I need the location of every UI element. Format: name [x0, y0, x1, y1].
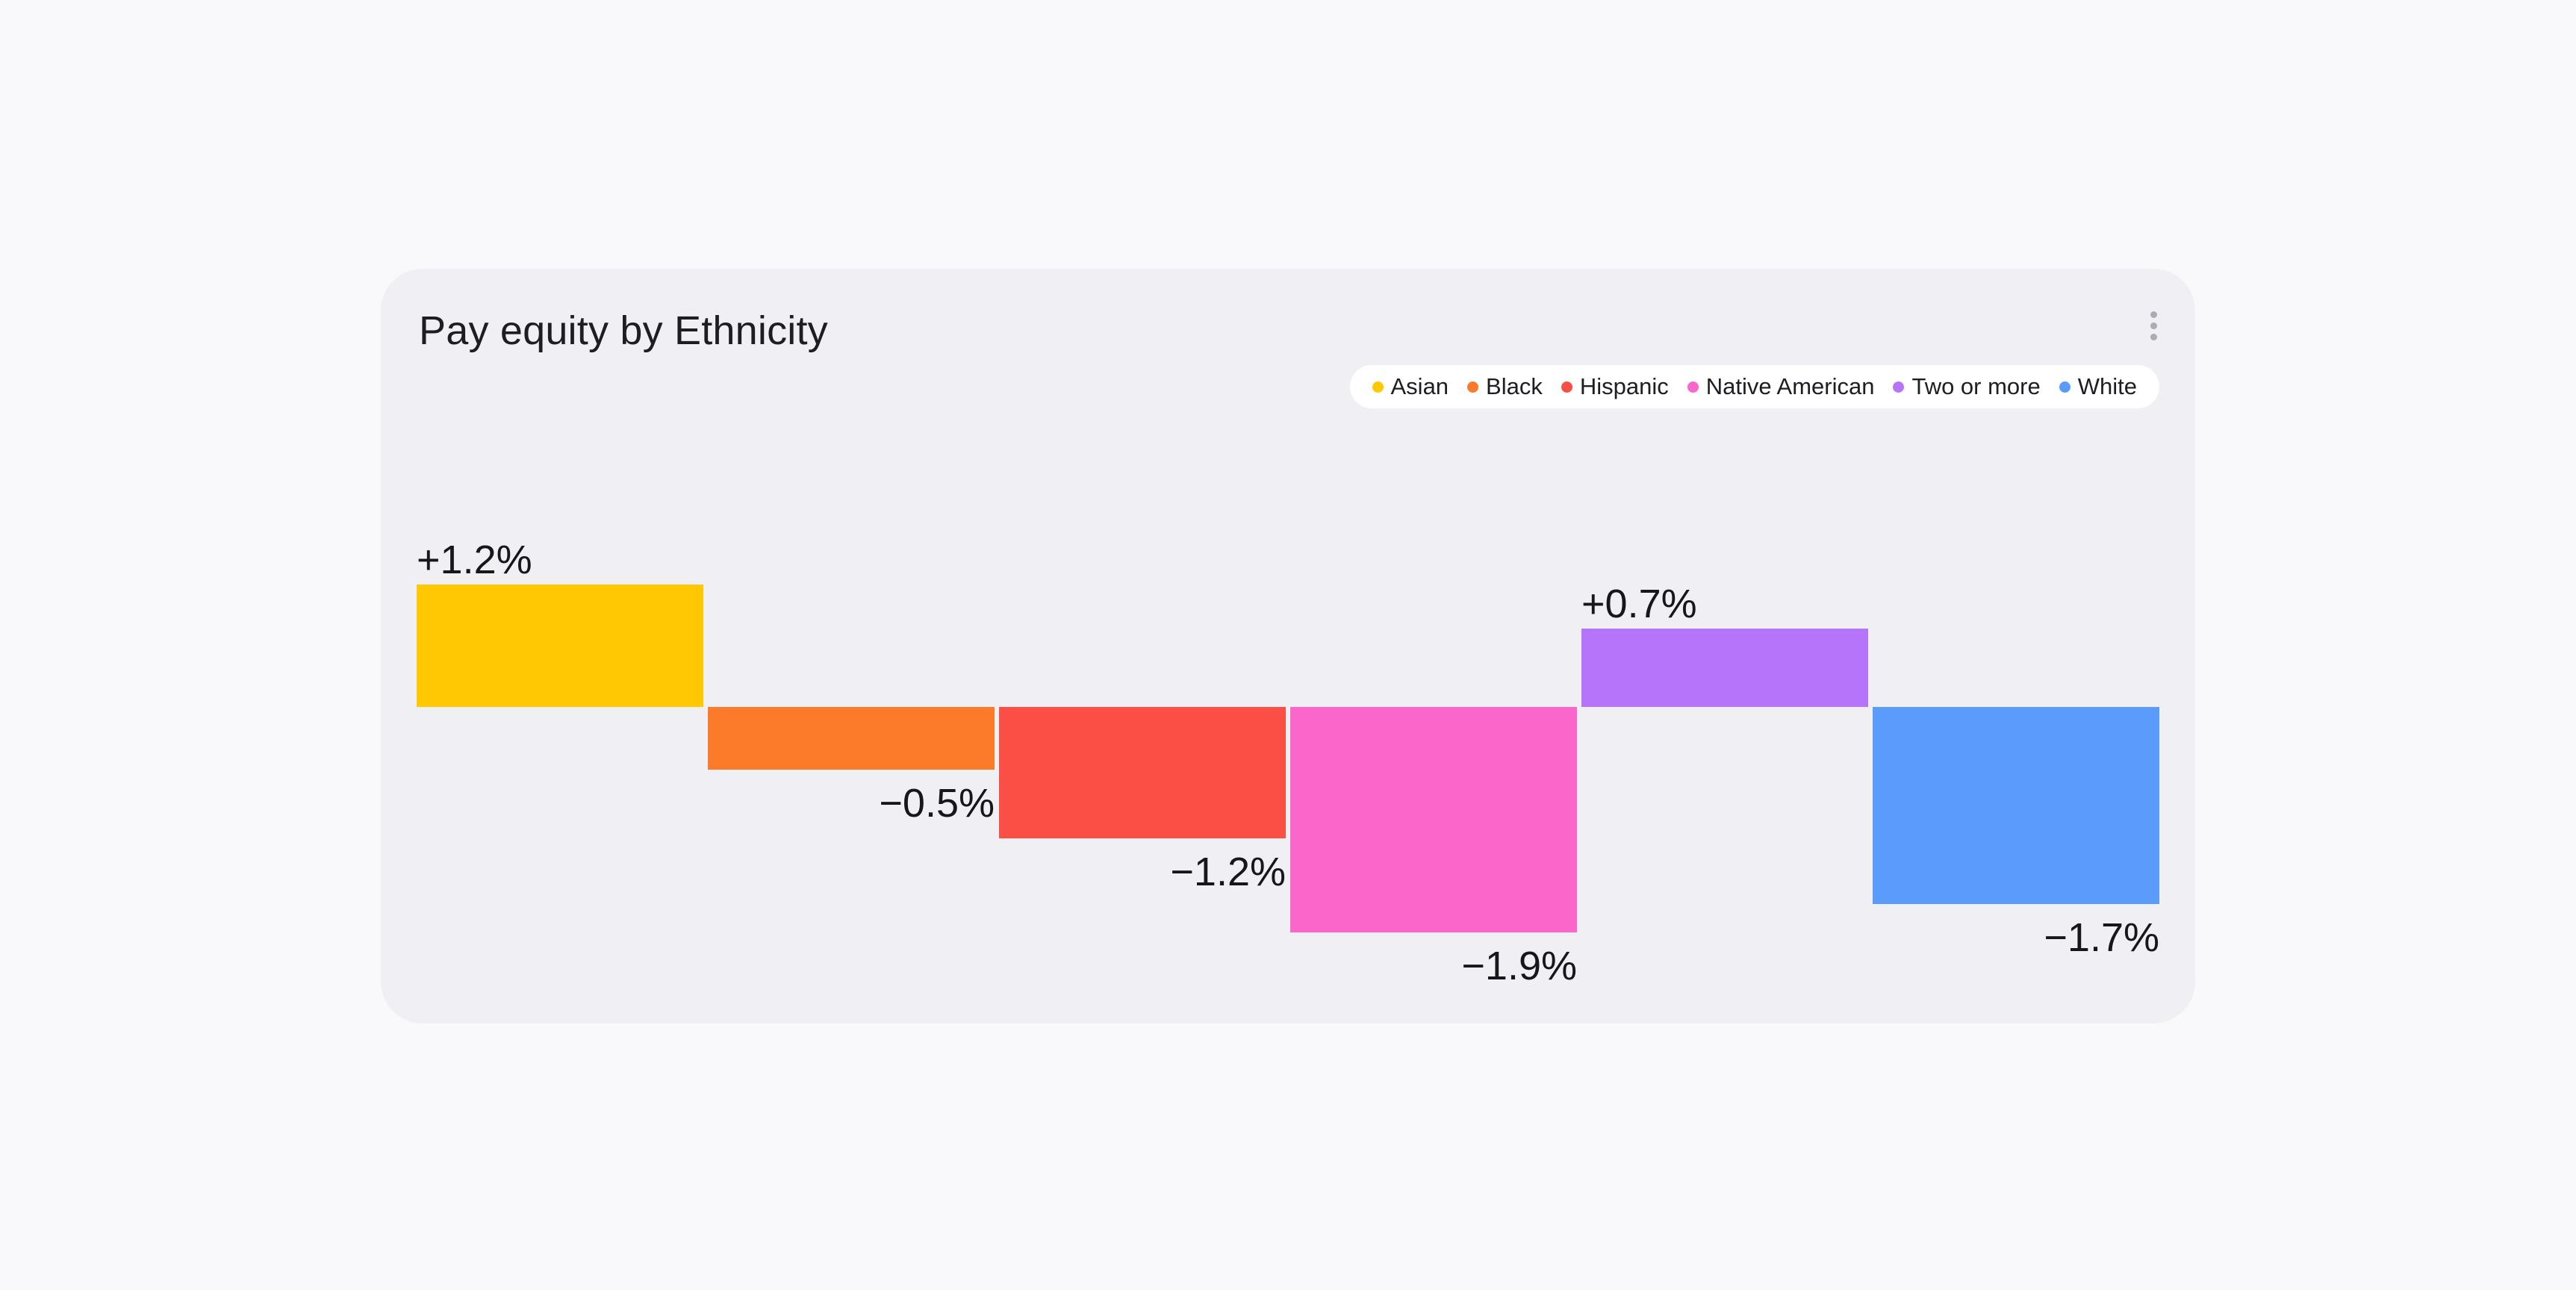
legend-dot-icon-native-american [1687, 381, 1699, 393]
legend-dot-icon-hispanic [1561, 381, 1572, 393]
bar-value-label-white: −1.7% [2044, 915, 2159, 960]
legend-item-native-american[interactable]: Native American [1687, 373, 1875, 400]
legend-item-two-or-more[interactable]: Two or more [1893, 373, 2041, 400]
legend-label-native-american: Native American [1705, 373, 1875, 399]
legend-label-white: White [2077, 373, 2137, 399]
legend-label-asian: Asian [1390, 373, 1449, 399]
bar-value-label-native-american: −1.9% [1461, 944, 1577, 988]
legend-dot-icon-black [1467, 381, 1479, 393]
legend-dot-icon-white [2059, 381, 2071, 393]
legend-dot-icon-asian [1372, 381, 1384, 393]
legend-item-black[interactable]: Black [1467, 373, 1543, 400]
bar-white[interactable] [1873, 707, 2159, 904]
bar-value-label-two-or-more: +0.7% [1581, 582, 1697, 626]
kebab-dot-icon [2150, 333, 2157, 340]
bar-value-label-asian: +1.2% [417, 538, 532, 582]
pay-equity-card: Pay equity by Ethnicity Asian Black Hispan… [381, 269, 2195, 1023]
kebab-menu-button[interactable] [2132, 305, 2174, 346]
bar-asian[interactable] [417, 585, 703, 707]
kebab-dot-icon [2150, 322, 2157, 329]
legend-dot-icon-two-or-more [1893, 381, 1905, 393]
bar-value-label-hispanic: −1.2% [1170, 850, 1286, 894]
bar-native-american[interactable] [1290, 707, 1577, 932]
legend-item-asian[interactable]: Asian [1372, 373, 1449, 400]
bar-two-or-more[interactable] [1581, 629, 1868, 707]
card-title: Pay equity by Ethnicity [419, 308, 828, 353]
bar-black[interactable] [708, 707, 995, 770]
legend-item-white[interactable]: White [2059, 373, 2137, 400]
legend-label-black: Black [1486, 373, 1543, 399]
pay-equity-bar-chart: +1.2% −0.5% −1.2% −1.9% +0.7% −1.7% [381, 269, 2195, 1023]
bar-hispanic[interactable] [999, 707, 1286, 838]
legend-label-two-or-more: Two or more [1911, 373, 2041, 399]
kebab-dot-icon [2150, 311, 2157, 318]
legend-item-hispanic[interactable]: Hispanic [1561, 373, 1669, 400]
bar-value-label-black: −0.5% [879, 781, 995, 826]
chart-legend: Asian Black Hispanic Native American Two or … [1349, 365, 2159, 408]
legend-label-hispanic: Hispanic [1579, 373, 1669, 399]
